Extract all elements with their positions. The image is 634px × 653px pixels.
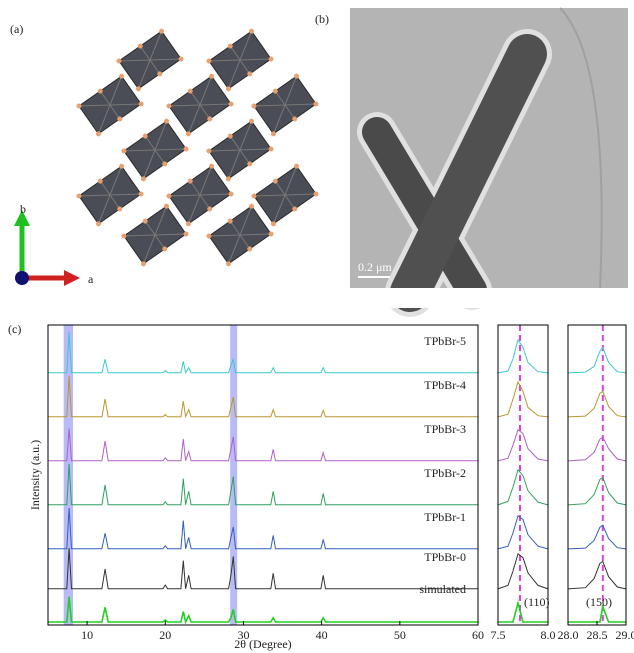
x-tick-label: 40 <box>316 628 328 642</box>
octahedron <box>120 118 189 183</box>
series-line <box>48 332 478 373</box>
series-line <box>568 525 626 549</box>
arrow-head <box>64 270 80 286</box>
peak-annotation: (110) <box>524 595 550 609</box>
scale-bar-label: 0.2 μm <box>358 260 392 274</box>
series-label: TPbBr-5 <box>424 334 466 348</box>
series-line <box>498 554 548 589</box>
figure: (a) (b) (c) b a 0.2 μm TPbBr-5 TPbBr-4 TPb… <box>0 0 634 653</box>
panel-label: (a) <box>10 22 23 36</box>
octahedron <box>250 163 319 228</box>
series-label: TPbBr-4 <box>424 378 466 392</box>
octahedron <box>205 203 274 268</box>
axes-indicator: b a <box>14 202 94 286</box>
series-label: TPbBr-0 <box>424 550 466 564</box>
peak-annotation: (150) <box>586 595 612 609</box>
plot-frame <box>568 325 626 625</box>
series-line <box>568 607 626 622</box>
x-axis-label: 2θ (Degree) <box>234 637 291 651</box>
octahedron <box>75 163 144 228</box>
panel-label: (c) <box>8 322 21 336</box>
x-tick-label: 28.5 <box>587 628 608 642</box>
panel-label: (b) <box>315 12 329 26</box>
axis-label: a <box>88 272 94 286</box>
x-tick-label: 20 <box>159 628 171 642</box>
series-label: TPbBr-3 <box>424 422 466 436</box>
series-line <box>48 428 478 460</box>
series-line <box>568 391 626 417</box>
series-line <box>568 562 626 589</box>
x-tick-label: 29.0 <box>616 628 634 642</box>
series-label: TPbBr-1 <box>424 510 466 524</box>
mask <box>340 288 634 308</box>
series-line <box>498 382 548 417</box>
axis-label: b <box>20 202 26 216</box>
series-line <box>48 548 478 589</box>
series-line <box>498 430 548 461</box>
crystal-structure <box>75 28 319 268</box>
x-tick-label: 8.0 <box>541 628 556 642</box>
series-line <box>48 597 478 622</box>
series-label: simulated <box>419 582 466 596</box>
x-tick-label: 60 <box>472 628 484 642</box>
series-line <box>568 347 626 373</box>
tem-image: 0.2 μm <box>340 0 634 308</box>
mask <box>628 0 634 300</box>
series-line <box>48 376 478 417</box>
series-line <box>48 464 478 505</box>
x-tick-label: 28.0 <box>558 628 579 642</box>
series-label: TPbBr-2 <box>424 466 466 480</box>
series-line <box>498 470 548 505</box>
x-tick-label: 10 <box>81 628 93 642</box>
series-line <box>498 516 548 549</box>
octahedron <box>120 203 189 268</box>
plot-frame <box>48 325 478 625</box>
origin <box>15 271 29 285</box>
series-line <box>48 508 478 549</box>
series-line <box>568 437 626 461</box>
x-tick-label: 50 <box>394 628 406 642</box>
octahedron <box>250 73 319 138</box>
y-axis-label: Intensity (a.u.) <box>28 440 42 510</box>
highlight-band <box>230 325 237 625</box>
x-tick-label: 7.5 <box>491 628 506 642</box>
series-line <box>568 478 626 505</box>
series-line <box>498 340 548 373</box>
